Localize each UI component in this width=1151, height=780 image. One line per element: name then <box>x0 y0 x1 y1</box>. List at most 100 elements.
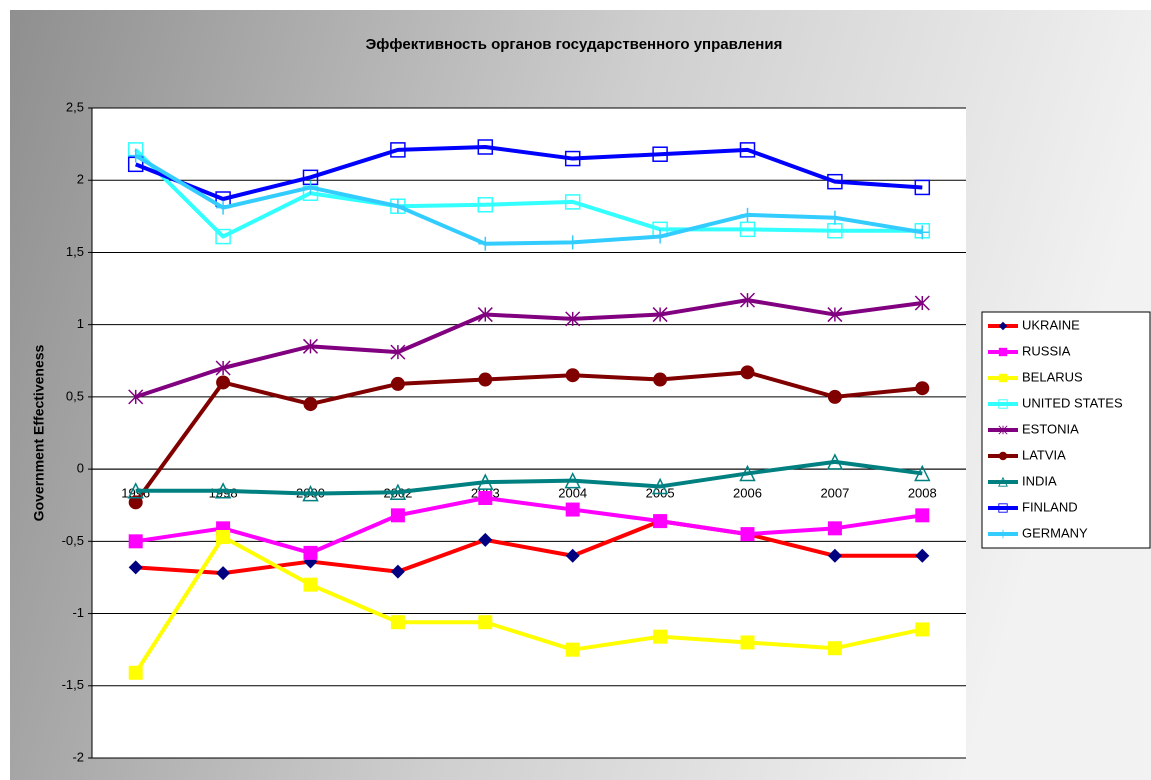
marker <box>564 194 581 210</box>
series-line <box>135 519 923 576</box>
y-tick-label: -1 <box>72 605 84 620</box>
marker <box>303 545 318 560</box>
marker <box>827 389 842 404</box>
marker <box>827 210 842 225</box>
marker <box>390 344 406 360</box>
legend-label: GERMANY <box>1022 525 1088 540</box>
marker <box>915 508 930 523</box>
marker <box>565 548 580 563</box>
marker <box>653 514 668 529</box>
marker <box>998 529 1008 539</box>
y-tick-label: 2,5 <box>66 99 84 114</box>
marker <box>478 236 493 251</box>
x-tick-label: 2004 <box>558 486 587 501</box>
marker <box>390 142 406 158</box>
y-tick-label: -1,5 <box>62 677 84 692</box>
marker <box>216 566 231 581</box>
legend-label: RUSSIA <box>1022 343 1071 358</box>
legend-label: INDIA <box>1022 473 1057 488</box>
marker <box>128 560 143 575</box>
marker <box>998 476 1008 487</box>
marker <box>564 471 581 489</box>
marker <box>827 548 842 563</box>
marker <box>216 375 231 390</box>
marker <box>998 425 1008 435</box>
marker <box>998 347 1008 357</box>
marker <box>914 179 931 196</box>
marker <box>826 453 844 470</box>
marker <box>827 521 842 536</box>
chart-title: Эффективность органов государственного у… <box>366 36 783 53</box>
marker <box>827 173 843 190</box>
marker <box>302 338 319 354</box>
marker <box>477 139 494 155</box>
marker <box>740 635 755 650</box>
x-tick-label: 2008 <box>908 486 937 501</box>
marker <box>478 532 493 547</box>
series-line <box>134 370 923 504</box>
marker <box>564 150 581 167</box>
series-line <box>134 145 923 201</box>
marker <box>303 180 318 195</box>
marker <box>827 641 842 656</box>
legend-label: ESTONIA <box>1022 421 1079 436</box>
marker <box>390 199 405 214</box>
y-tick-label: 1 <box>77 316 84 331</box>
y-tick-label: -0,5 <box>62 533 84 548</box>
marker <box>565 311 581 327</box>
marker <box>390 564 405 579</box>
marker <box>653 229 668 244</box>
marker <box>740 527 755 542</box>
marker <box>390 508 405 523</box>
marker <box>915 622 930 637</box>
marker <box>477 197 494 213</box>
x-tick-label: 2006 <box>733 486 762 501</box>
marker <box>914 464 931 482</box>
marker <box>216 200 231 215</box>
y-axis-label: Government Effectiveness <box>31 344 47 521</box>
x-tick-label: 2007 <box>820 486 849 501</box>
marker <box>827 307 843 323</box>
legend-label: UNITED STATES <box>1022 395 1123 410</box>
marker <box>478 615 493 630</box>
marker <box>215 228 231 245</box>
legend-label: UKRAINE <box>1022 317 1080 332</box>
series-line <box>135 298 923 399</box>
marker <box>303 397 318 412</box>
series-line <box>135 459 923 496</box>
y-tick-label: 0 <box>77 461 84 476</box>
marker <box>739 464 756 482</box>
marker <box>914 295 930 311</box>
marker <box>216 530 231 544</box>
marker <box>389 483 407 500</box>
marker <box>998 399 1008 409</box>
series-line <box>134 153 923 246</box>
marker <box>740 207 755 222</box>
marker <box>653 629 668 644</box>
legend-label: BELARUS <box>1022 369 1083 384</box>
marker <box>477 307 493 323</box>
series-line <box>135 496 923 555</box>
marker <box>303 577 318 592</box>
marker <box>651 477 669 495</box>
marker <box>565 502 580 517</box>
marker <box>215 360 231 376</box>
legend-label: LATVIA <box>1022 447 1066 462</box>
marker <box>478 372 493 387</box>
marker <box>915 381 930 396</box>
marker <box>128 148 143 163</box>
marker <box>214 482 232 499</box>
series-line <box>134 148 923 239</box>
y-tick-label: 1,5 <box>66 244 84 259</box>
y-tick-label: 0,5 <box>66 388 84 403</box>
marker <box>915 225 930 240</box>
marker <box>740 365 755 380</box>
marker <box>998 451 1008 461</box>
marker <box>739 292 756 308</box>
y-tick-label: -2 <box>72 749 84 764</box>
marker <box>998 373 1008 383</box>
marker <box>478 491 493 505</box>
legend-label: FINLAND <box>1022 499 1078 514</box>
marker <box>128 665 143 680</box>
